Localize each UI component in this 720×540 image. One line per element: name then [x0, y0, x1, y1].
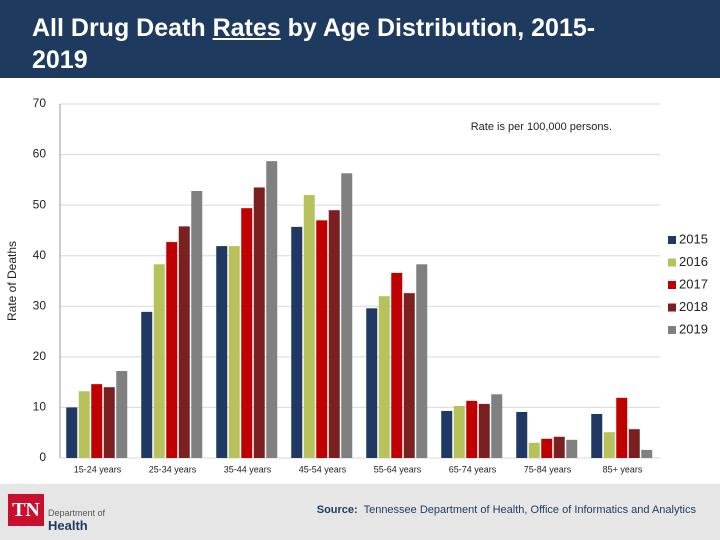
- bar: [566, 439, 578, 458]
- bar: [141, 311, 153, 458]
- bar: [166, 242, 178, 458]
- y-tick-label: 20: [33, 349, 47, 363]
- x-tick-label: 85+ years: [603, 464, 643, 474]
- footer: TN Department of Health Source: Tennesse…: [0, 484, 720, 540]
- legend-label: 2018: [679, 299, 708, 314]
- bar: [266, 161, 278, 458]
- bar: [403, 293, 415, 458]
- legend-label: 2019: [679, 321, 708, 336]
- legend-label: 2016: [679, 254, 708, 269]
- bar: [91, 384, 103, 458]
- y-tick-label: 70: [33, 96, 47, 110]
- legend-swatch: [668, 281, 676, 289]
- chart-title: All Drug Death Rates by Age Distribution…: [32, 12, 632, 76]
- bar: [191, 190, 203, 458]
- x-tick-label: 15-24 years: [74, 464, 122, 474]
- bar: [553, 436, 565, 458]
- chart: Rate is per 100,000 persons. Rate of Dea…: [5, 96, 708, 474]
- bar: [416, 264, 428, 458]
- legend-swatch: [668, 258, 676, 267]
- bar: [341, 173, 353, 458]
- bar: [516, 411, 528, 458]
- x-tick-label: 35-44 years: [224, 464, 272, 474]
- x-tick-label: 25-34 years: [149, 464, 197, 474]
- bar: [628, 429, 640, 458]
- title-part: by Age Distribution, 2015-2019: [32, 14, 596, 74]
- bar: [303, 195, 315, 458]
- y-tick-label: 10: [33, 400, 47, 414]
- bar: [591, 414, 603, 458]
- legend-swatch: [668, 236, 676, 244]
- bar: [453, 405, 465, 458]
- bar: [316, 220, 328, 458]
- x-tick-label: 65-74 years: [449, 464, 497, 474]
- bar: [241, 208, 253, 458]
- header: All Drug Death Rates by Age Distribution…: [0, 0, 720, 78]
- y-tick-label: 40: [33, 248, 47, 262]
- bar: [116, 371, 128, 458]
- y-tick-label: 0: [39, 450, 46, 464]
- legend-label: 2015: [679, 231, 708, 246]
- bar: [441, 410, 453, 458]
- logo: TN: [8, 494, 44, 526]
- bar: [366, 308, 378, 458]
- bar: [541, 438, 553, 458]
- bar: [528, 442, 540, 458]
- logo-text: Health: [48, 518, 88, 533]
- y-tick-label: 60: [33, 147, 47, 161]
- bar: [291, 226, 303, 458]
- bar: [391, 272, 403, 458]
- bar: [491, 394, 503, 458]
- source-text: Tennessee Department of Health, Office o…: [363, 504, 696, 516]
- source-label: Source:: [316, 504, 358, 516]
- title-part: All Drug Death: [32, 14, 206, 42]
- bar: [466, 400, 478, 458]
- y-axis-label: Rate of Deaths: [5, 241, 19, 321]
- legend-label: 2017: [679, 276, 708, 291]
- logo-text: Department of: [48, 508, 106, 518]
- x-tick-label: 75-84 years: [524, 464, 572, 474]
- bar: [216, 246, 228, 458]
- x-tick-label: 55-64 years: [374, 464, 422, 474]
- y-tick-label: 50: [33, 197, 47, 211]
- bar: [378, 296, 390, 458]
- source: Source: Tennessee Department of Health, …: [317, 504, 696, 516]
- bar: [178, 226, 190, 458]
- legend-swatch: [668, 326, 676, 334]
- title-part: Rates: [212, 14, 281, 42]
- bar: [478, 403, 490, 458]
- annotation: Rate is per 100,000 persons.: [471, 121, 612, 133]
- bar: [103, 387, 115, 458]
- y-tick-label: 30: [33, 298, 47, 312]
- bar: [603, 432, 615, 458]
- bar: [153, 264, 165, 458]
- bar: [641, 449, 653, 458]
- bar: [66, 407, 78, 458]
- bar: [616, 397, 628, 458]
- legend-swatch: [668, 303, 676, 312]
- bar: [78, 391, 90, 458]
- bar: [228, 246, 240, 458]
- bar: [328, 210, 340, 458]
- x-tick-label: 45-54 years: [299, 464, 347, 474]
- bar: [253, 187, 265, 458]
